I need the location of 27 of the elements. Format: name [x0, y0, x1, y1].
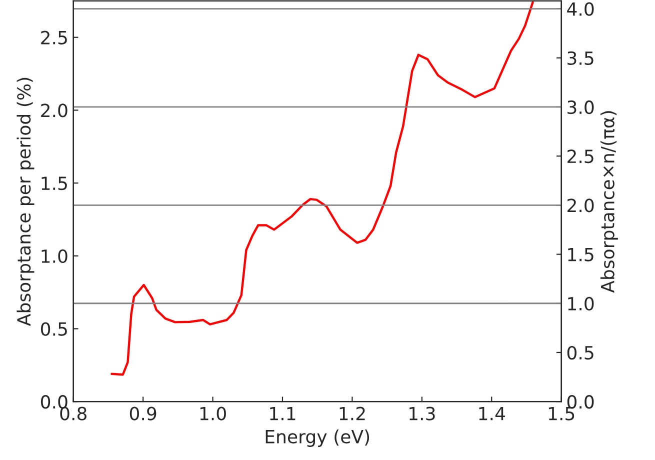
y-tick-label: 1.5	[42, 176, 67, 190]
y2-tick-label: 1.0	[568, 296, 594, 310]
y-tick-label: 0.0	[40, 395, 68, 409]
y-tick-label: 2.0	[41, 104, 68, 118]
x-axis-title: Energy (eV)	[266, 429, 370, 447]
y-tick-label: 0.5	[40, 322, 67, 336]
x-tick-label: 1.3	[410, 406, 435, 420]
x-tick-label: 0.9	[130, 406, 156, 420]
y2-tick-label: 4.0	[567, 2, 594, 16]
x-tick-label: 1.5	[548, 406, 574, 420]
y-axis-title: Absorptance per period (%)	[16, 78, 34, 326]
x-tick-label: 1.2	[340, 406, 365, 420]
x-tick-label: 1.4	[479, 406, 505, 420]
y2-tick-label: 2.5	[568, 150, 594, 164]
x-tick-label: 0.8	[60, 406, 86, 420]
x-tick-label: 1.1	[270, 406, 296, 420]
y2-tick-label: 0.5	[567, 346, 594, 360]
y2-tick-label: 3.0	[568, 100, 594, 114]
x-tick-label: 1.0	[200, 406, 226, 420]
y2-tick-label: 3.5	[568, 51, 594, 65]
y2-tick-label: 1.5	[568, 248, 594, 262]
y2-axis-title: Absorptance×n/(πα)	[600, 111, 618, 293]
y-tick-label: 1.0	[42, 249, 68, 263]
y-tick-label: 2.5	[41, 30, 67, 44]
y2-tick-label: 2.0	[568, 198, 594, 212]
line-series	[110, 1, 534, 376]
y2-tick-label: 0.0	[567, 395, 594, 409]
